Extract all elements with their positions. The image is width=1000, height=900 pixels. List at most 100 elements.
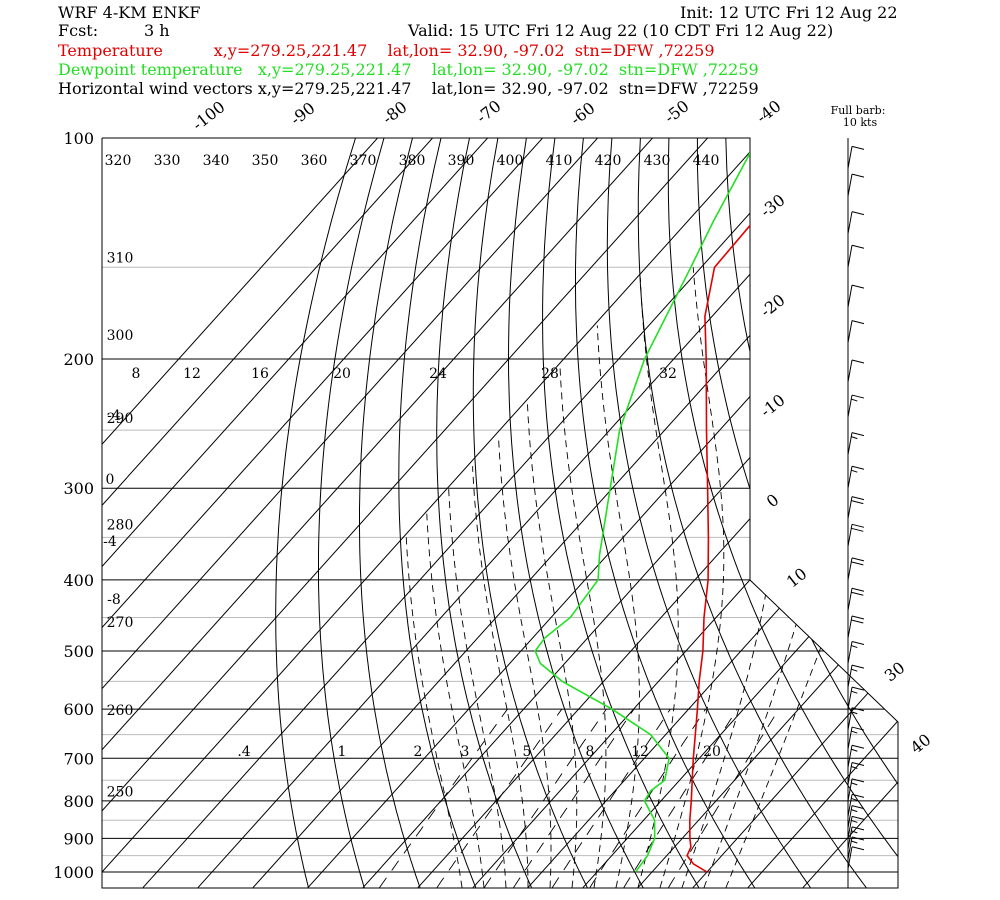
isotherm: [102, 138, 629, 888]
dry-adiabat: [696, 138, 898, 888]
moist-adiabat: [526, 403, 578, 888]
isotherm: [102, 138, 794, 888]
theta-label: 280: [107, 517, 134, 533]
wind-barb-flag: [851, 826, 865, 831]
dry-adiabat: [606, 138, 811, 888]
mixing-ratio-label: 5: [523, 744, 532, 760]
isotherm: [102, 138, 519, 888]
temperature-label: -40: [753, 96, 785, 127]
theta-label: 380: [399, 153, 426, 169]
dry-adiabat: [575, 138, 756, 888]
moist-adiabat: [703, 267, 844, 888]
wind-barb-flag: [851, 500, 864, 505]
isotherm: [472, 138, 898, 888]
valid-time: Valid: 15 UTC Fri 12 Aug 22 (10 CDT Fri …: [408, 21, 834, 40]
dry-adiabat: [839, 138, 898, 888]
wind-barb-half: [851, 797, 858, 801]
mixing-ratio-label: 12: [631, 744, 649, 760]
pseudoadiabat-label: 16: [251, 366, 269, 382]
pressure-label: 900: [63, 829, 94, 848]
moist-adiabat: [405, 537, 463, 888]
wind-barb-flag: [851, 211, 865, 216]
temperature-label: -30: [757, 190, 789, 221]
wind-barb-staff: [847, 588, 853, 611]
isotherm: [102, 138, 739, 888]
isotherm: [747, 138, 898, 888]
isotherm: [692, 138, 898, 888]
pressure-label: 500: [63, 642, 94, 661]
wind-barb-staff: [847, 524, 853, 547]
wind-barb-staff: [847, 726, 853, 750]
mixing-ratio-line: [513, 708, 635, 888]
temperature-label: -60: [567, 98, 599, 129]
mixing-ratio-label: 8: [586, 744, 595, 760]
dry-adiabat: [436, 138, 532, 888]
theta-label: 440: [693, 153, 720, 169]
wind-barb-half: [851, 766, 858, 769]
wind-barb-flag: [851, 557, 865, 562]
wind-barb-flag: [851, 359, 865, 364]
isotherm: [102, 138, 464, 888]
dry-adiabat: [725, 138, 898, 888]
wind-barb-staff: [847, 146, 853, 169]
wind-barb-staff: [847, 665, 853, 688]
theta-label: 430: [644, 153, 671, 169]
theta-label: 250: [107, 785, 134, 801]
isotherm: [417, 138, 898, 888]
theta-label: 410: [546, 153, 573, 169]
moist-adiabat: [725, 267, 898, 888]
wind-barb-flag: [851, 805, 865, 810]
wind-barb-flag: [851, 465, 865, 470]
wind-barb-flag: [851, 846, 865, 851]
mixing-ratio-line: [551, 708, 671, 888]
moist-adiabat: [659, 267, 725, 888]
pressure-label: 600: [63, 700, 94, 719]
isotherm: [252, 138, 898, 888]
mixing-ratio-label: 2: [414, 744, 423, 760]
wind-barb-staff: [847, 466, 853, 489]
forecast-label: Fcst:: [58, 21, 99, 40]
pressure-label: 800: [63, 792, 94, 811]
wind-barb-flag: [851, 664, 865, 669]
wind-barb-half: [851, 668, 858, 672]
wind-barb-half: [851, 711, 858, 715]
wind-barb-staff: [847, 432, 853, 455]
isotherm: [102, 138, 409, 888]
isotherm: [582, 138, 898, 888]
barb-key-line2: 10 kts: [843, 116, 878, 129]
moist-adiabat: [559, 366, 607, 888]
wind-barb-staff: [847, 557, 853, 581]
wind-barb-half: [851, 469, 858, 473]
pseudoadiabat-label: 20: [333, 366, 351, 382]
mixing-ratio-label: .4: [237, 744, 250, 760]
mixing-ratio-label: 20: [703, 744, 721, 760]
wind-barb-half: [851, 730, 858, 734]
wind-barb-staff: [847, 707, 853, 730]
pressure-label: 1000: [53, 863, 94, 882]
dry-adiabat: [867, 138, 898, 888]
theta-label: 350: [252, 153, 279, 169]
wind-barb-flag: [851, 173, 865, 178]
moist-adiabat: [596, 325, 640, 888]
wind-barb-staff: [847, 615, 853, 639]
dewpoint-profile: [534, 138, 759, 873]
wind-barb-staff: [847, 687, 853, 710]
dry-adiabat: [810, 138, 898, 888]
wind-barb-staff: [847, 794, 853, 817]
wind-barb-flag: [851, 523, 865, 528]
temperature-label: -70: [473, 96, 505, 127]
mixing-ratio-label: 1: [338, 744, 347, 760]
forecast-hour: 3 h: [144, 21, 170, 40]
theta-label: 340: [203, 153, 230, 169]
wind-barb-half: [851, 748, 858, 752]
wind-barb-flag: [851, 619, 864, 624]
wind-barb-flag: [851, 615, 865, 620]
theta-label: 420: [595, 153, 622, 169]
theta-label: 300: [107, 328, 134, 344]
wind-barb-staff: [847, 826, 853, 849]
theta-label: 370: [350, 153, 377, 169]
pseudoadiabat-label: 24: [429, 366, 447, 382]
pseudoadiabat-label: -4: [103, 534, 117, 550]
wind-barb-flag: [851, 587, 865, 592]
temperature-label: -90: [287, 98, 319, 129]
